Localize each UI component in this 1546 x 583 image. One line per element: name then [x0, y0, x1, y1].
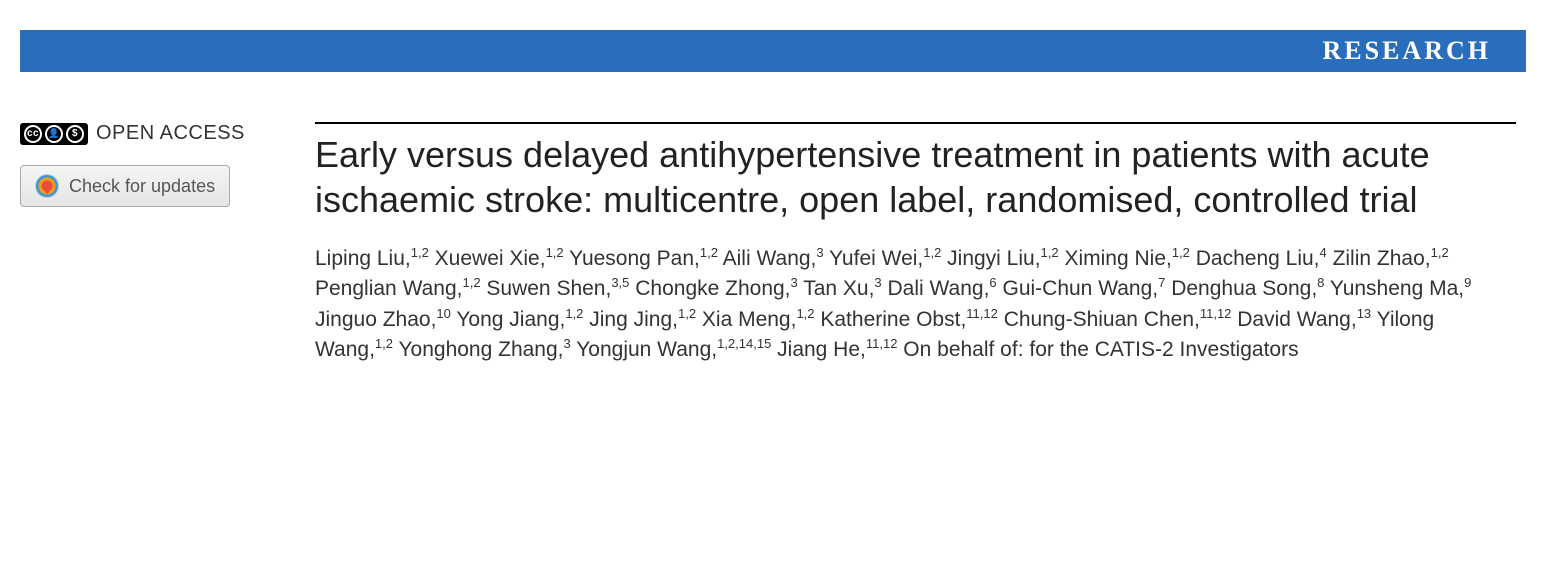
crossmark-icon: [35, 174, 59, 198]
header-bar: RESEARCH: [20, 30, 1526, 72]
check-updates-label: Check for updates: [69, 176, 215, 197]
article-column: Early versus delayed antihypertensive tr…: [315, 122, 1516, 366]
check-updates-button[interactable]: Check for updates: [20, 165, 230, 207]
cc-nc-icon: $: [66, 125, 84, 143]
left-column: cc 👤 $ OPEN ACCESS Check for updates: [20, 122, 285, 366]
content-wrapper: cc 👤 $ OPEN ACCESS Check for updates Ear…: [0, 72, 1546, 386]
article-title: Early versus delayed antihypertensive tr…: [315, 132, 1516, 222]
cc-icon: cc: [24, 125, 42, 143]
open-access-label: OPEN ACCESS: [96, 122, 245, 145]
open-access-badge: cc 👤 $ OPEN ACCESS: [20, 122, 285, 145]
cc-license-icon: cc 👤 $: [20, 123, 88, 145]
authors-list: Liping Liu,1,2 Xuewei Xie,1,2 Yuesong Pa…: [315, 244, 1516, 366]
cc-by-icon: 👤: [45, 125, 63, 143]
header-label: RESEARCH: [1323, 36, 1491, 65]
